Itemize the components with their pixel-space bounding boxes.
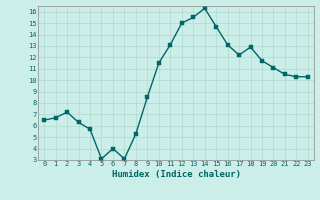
X-axis label: Humidex (Indice chaleur): Humidex (Indice chaleur) xyxy=(111,170,241,179)
